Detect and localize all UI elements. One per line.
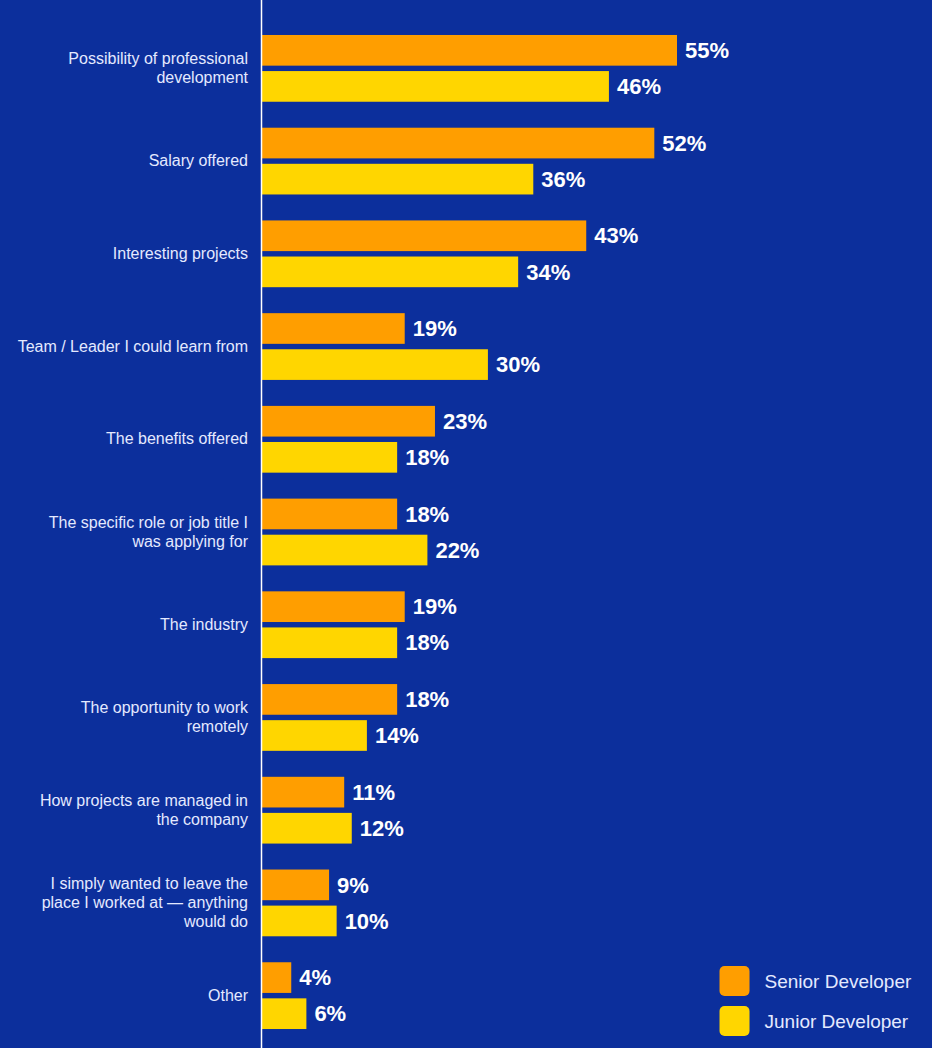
bar	[261, 442, 397, 473]
bar	[261, 35, 677, 66]
data-label: 6%	[314, 1001, 346, 1026]
bar	[261, 684, 397, 715]
bar	[261, 870, 329, 901]
category-label: The opportunity to work remotely	[81, 699, 249, 735]
legend-label: Senior Developer	[765, 971, 912, 992]
category-label-line: I simply wanted to leave the	[51, 875, 249, 892]
data-label: 14%	[375, 723, 419, 748]
bar	[261, 128, 654, 159]
bar	[261, 813, 352, 844]
y-axis: Possibility of professional development Sa…	[18, 0, 262, 1048]
bar	[261, 499, 397, 530]
data-label: 12%	[360, 816, 404, 841]
legend-item: Senior Developer	[720, 966, 912, 996]
y-tick: How projects are managed in the company	[40, 792, 248, 828]
y-tick: The industry	[160, 616, 248, 633]
data-label: 9%	[337, 873, 369, 898]
category-label-line: The specific role or job title I	[49, 514, 248, 531]
bar-series	[261, 35, 677, 993]
chart: 55% 52% 43% 19% 23% 18% 19% 18% 11% 9% 4% 46% 36% 34%…	[0, 0, 932, 1048]
data-label: 52%	[662, 131, 706, 156]
data-label: 22%	[435, 538, 479, 563]
y-tick: Possibility of professional development	[68, 50, 248, 86]
data-label: 30%	[496, 352, 540, 377]
category-label-line: place I worked at — anything	[42, 894, 248, 911]
data-label: 18%	[405, 687, 449, 712]
y-tick: Other	[208, 987, 249, 1004]
data-labels: 46% 36% 34% 30% 18% 22% 18% 14% 12% 10% 6%	[314, 74, 661, 1026]
category-label-line: How projects are managed in	[40, 792, 248, 809]
y-tick: The benefits offered	[106, 430, 248, 447]
y-tick: Team / Leader I could learn from	[18, 338, 248, 355]
category-label: I simply wanted to leave the place I work…	[42, 875, 248, 930]
category-label-line: Salary offered	[149, 152, 248, 169]
data-label: 46%	[617, 74, 661, 99]
category-label: Other	[208, 987, 249, 1004]
category-label-line: The opportunity to work	[81, 699, 249, 716]
axis-line	[261, 0, 263, 1048]
data-label: 19%	[413, 594, 457, 619]
y-tick: The opportunity to work remotely	[81, 699, 249, 735]
data-labels: 55% 52% 43% 19% 23% 18% 19% 18% 11% 9% 4%	[299, 38, 729, 990]
bar	[261, 591, 405, 622]
legend-swatch	[720, 1006, 750, 1036]
bar	[261, 906, 337, 937]
bar	[261, 535, 427, 566]
data-label: 4%	[299, 965, 331, 990]
data-label: 55%	[685, 38, 729, 63]
category-label-line: Interesting projects	[113, 245, 248, 262]
data-label: 11%	[352, 780, 395, 805]
legend-swatch	[720, 966, 750, 996]
category-label-line: Team / Leader I could learn from	[18, 338, 248, 355]
bar	[261, 406, 435, 437]
data-label: 43%	[594, 223, 638, 248]
bar	[261, 777, 344, 808]
bar	[261, 71, 609, 102]
category-label-line: The benefits offered	[106, 430, 248, 447]
data-label: 18%	[405, 630, 449, 655]
category-label: Interesting projects	[113, 245, 248, 262]
plot-area	[261, 35, 677, 1029]
data-label: 10%	[345, 909, 389, 934]
category-label: Team / Leader I could learn from	[18, 338, 248, 355]
category-label: The industry	[160, 616, 248, 633]
bar	[261, 720, 367, 751]
y-tick: Salary offered	[149, 152, 248, 169]
bar	[261, 627, 397, 658]
bar	[261, 164, 533, 195]
category-label-line: remotely	[187, 718, 248, 735]
legend-label: Junior Developer	[765, 1011, 909, 1032]
bar	[261, 313, 405, 344]
background	[0, 0, 932, 1048]
y-tick: The specific role or job title I was appl…	[49, 514, 249, 550]
category-label: The benefits offered	[106, 430, 248, 447]
data-label: 18%	[405, 502, 449, 527]
bar	[261, 257, 518, 288]
category-label: Possibility of professional development	[68, 50, 248, 86]
bar-series	[261, 71, 609, 1029]
bar	[261, 220, 586, 251]
category-label: How projects are managed in the company	[40, 792, 248, 828]
data-label: 23%	[443, 409, 487, 434]
y-tick: Interesting projects	[113, 245, 248, 262]
data-label: 34%	[526, 260, 570, 285]
category-label-line: Possibility of professional	[68, 50, 248, 67]
category-label-line: was applying for	[131, 533, 248, 550]
category-label-line: the company	[156, 811, 248, 828]
data-label: 19%	[413, 316, 457, 341]
bar	[261, 998, 306, 1029]
data-label: 18%	[405, 445, 449, 470]
category-label-line: The industry	[160, 616, 248, 633]
category-label: The specific role or job title I was appl…	[49, 514, 249, 550]
bar	[261, 962, 291, 993]
category-label-line: would do	[183, 913, 248, 930]
category-label: Salary offered	[149, 152, 248, 169]
data-label: 36%	[541, 167, 585, 192]
legend: Senior Developer Junior Developer	[720, 966, 912, 1036]
bar	[261, 349, 488, 380]
category-label-line: Other	[208, 987, 249, 1004]
category-label-line: development	[156, 69, 248, 86]
y-tick: I simply wanted to leave the place I work…	[42, 875, 248, 930]
legend-item: Junior Developer	[720, 1006, 909, 1036]
